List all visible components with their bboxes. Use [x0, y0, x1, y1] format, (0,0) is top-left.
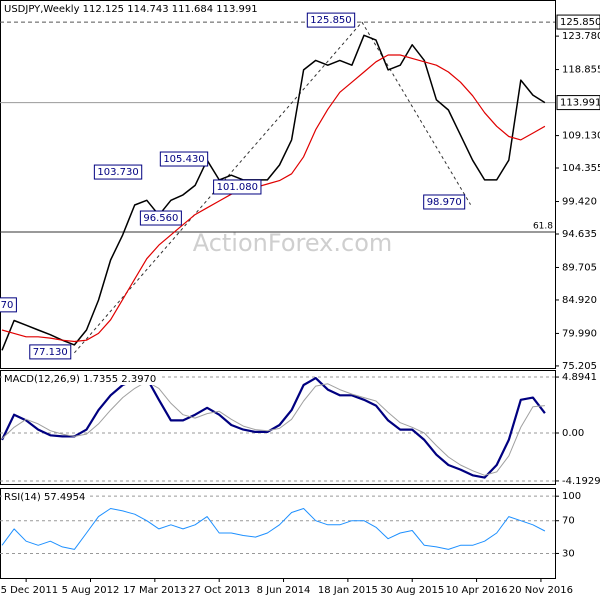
- y-tick-label: 99.420: [562, 197, 597, 208]
- trend-line: [361, 21, 471, 205]
- x-tick-label: 17 Mar 2013: [123, 585, 186, 596]
- annotation: 98.970: [423, 194, 466, 210]
- panel-title: USDJPY,Weekly 112.125 114.743 111.684 11…: [4, 4, 258, 15]
- panel-frame: [0, 488, 556, 579]
- price-label: 113.991: [560, 98, 600, 109]
- price-label: 125.850: [560, 17, 600, 28]
- y-tick-label: 30: [562, 548, 575, 559]
- panel-frame: [0, 0, 556, 369]
- x-tick-label: 27 Oct 2013: [188, 585, 250, 596]
- price-label-box: [556, 14, 600, 30]
- y-tick-label: 70: [562, 516, 575, 527]
- annotation-label: 101.080: [217, 182, 258, 193]
- annotation-box: [29, 344, 72, 360]
- trend-line: [74, 21, 363, 354]
- y-tick-label: 123.780: [562, 31, 600, 42]
- y-tick-label: 4.8941: [562, 372, 597, 383]
- series-line: [1, 381, 545, 476]
- panel-title: RSI(14) 57.4954: [4, 492, 85, 503]
- annotation-box: [213, 179, 262, 195]
- title-background: [2, 490, 89, 503]
- watermark: ActionForex.com: [193, 229, 393, 257]
- y-tick-label: 109.130: [562, 131, 600, 142]
- x-tick-label: 20 Nov 2016: [509, 585, 573, 596]
- y-tick-label: 84.920: [562, 295, 597, 306]
- series-line: [1, 508, 546, 550]
- annotation-label: 105.430: [163, 154, 204, 165]
- annotation-label: 125.850: [310, 15, 351, 26]
- annotation: 101.080: [213, 179, 262, 195]
- y-tick-label: 75.205: [562, 361, 597, 372]
- annotation: 77.130: [29, 344, 72, 360]
- price-label-box: [556, 95, 600, 111]
- x-tick-label: 8 Jun 2014: [257, 585, 311, 596]
- annotation: 105.430: [159, 151, 209, 167]
- y-tick-label: 89.705: [562, 262, 597, 273]
- series-line: [1, 54, 546, 343]
- panel-frame: [0, 370, 556, 485]
- series-line: [1, 34, 546, 351]
- annotation: 103.730: [93, 164, 143, 180]
- annotation-box: [139, 210, 182, 226]
- annotation-box: [93, 164, 143, 180]
- annotation-box: [0, 297, 17, 313]
- annotation: 70: [0, 297, 17, 313]
- series-line: [1, 377, 546, 479]
- y-tick-label: 118.855: [562, 65, 600, 76]
- y-tick-label: 104.355: [562, 163, 600, 174]
- y-tick-label: 79.990: [562, 328, 597, 339]
- annotation-box: [423, 194, 466, 210]
- y-tick-label: -4.1929: [562, 476, 600, 487]
- x-tick-label: 5 Aug 2012: [62, 585, 120, 596]
- x-tick-label: 25 Dec 2011: [0, 585, 58, 596]
- annotation-label: 70: [1, 300, 14, 311]
- annotation-label: 77.130: [33, 347, 68, 358]
- annotation-label: 96.560: [143, 213, 178, 224]
- title-background: [2, 2, 261, 15]
- level-label: 61.8: [533, 222, 553, 232]
- y-tick-label: 100: [562, 491, 581, 502]
- annotation-box: [306, 12, 356, 28]
- annotation: 125.850: [306, 12, 356, 28]
- x-tick-label: 18 Jan 2015: [318, 585, 378, 596]
- annotation-label: 103.730: [97, 167, 138, 178]
- y-tick-label: 94.635: [562, 229, 597, 240]
- annotation: 96.560: [139, 210, 182, 226]
- x-tick-label: 10 Apr 2016: [446, 585, 508, 596]
- y-tick-label: 0.00: [562, 428, 584, 439]
- annotation-box: [159, 151, 209, 167]
- x-tick-label: 30 Aug 2015: [380, 585, 444, 596]
- annotation-label: 98.970: [427, 197, 462, 208]
- panel-title: MACD(12,26,9) 1.7355 2.3970: [4, 374, 156, 385]
- title-background: [2, 372, 160, 385]
